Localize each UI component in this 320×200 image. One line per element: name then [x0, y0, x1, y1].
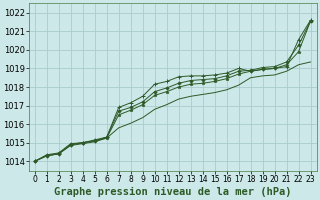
X-axis label: Graphe pression niveau de la mer (hPa): Graphe pression niveau de la mer (hPa) — [54, 186, 292, 197]
